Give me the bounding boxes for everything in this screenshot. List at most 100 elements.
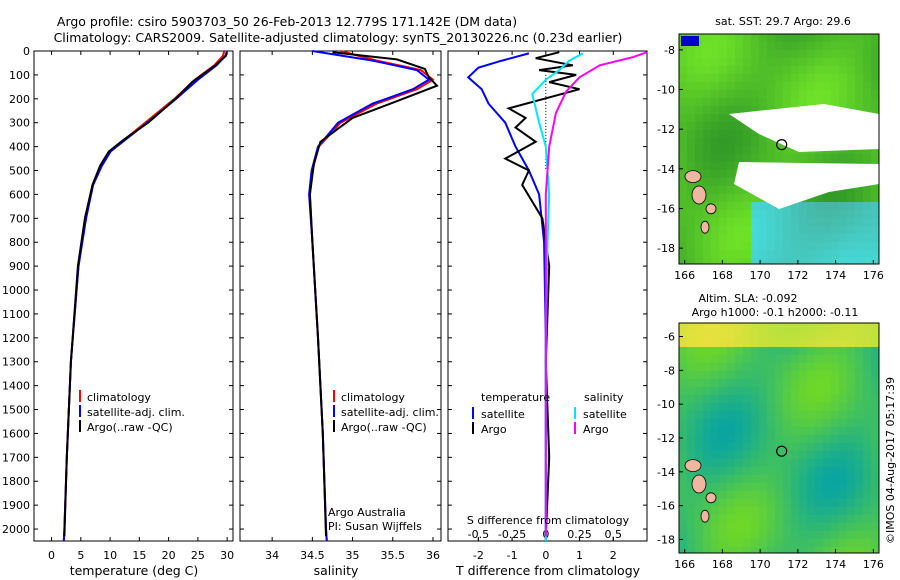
x-tick-label: 35 xyxy=(346,549,360,562)
series-line-temperature-argo xyxy=(503,51,580,537)
island xyxy=(700,509,710,523)
map-x-tick-label: 176 xyxy=(863,558,884,571)
legend-label: Argo(..raw -QC) xyxy=(87,421,173,434)
map-x-tick-label: 174 xyxy=(825,558,846,571)
map-x-tick-label: 166 xyxy=(674,269,695,282)
no-data-region xyxy=(734,162,879,209)
x2-tick-label: 0.25 xyxy=(567,528,592,541)
y-tick-label: 700 xyxy=(9,212,30,225)
y-tick-label: 1100 xyxy=(2,308,30,321)
x-tick-label: 0 xyxy=(542,549,549,562)
map-x-tick-label: 166 xyxy=(674,558,695,571)
y-tick-label: 1500 xyxy=(2,404,30,417)
header-line-1: Argo profile: csiro 5903703_50 26-Feb-20… xyxy=(57,14,517,29)
map-x-tick-label: 170 xyxy=(750,558,771,571)
y-tick-label: 300 xyxy=(9,117,30,130)
x2-tick-label: 0.5 xyxy=(605,528,623,541)
legend-label: Argo(..raw -QC) xyxy=(341,421,427,434)
y-tick-label: 1400 xyxy=(2,380,30,393)
map-y-tick-label: -18 xyxy=(657,533,675,546)
series-line-satellite-adj-clim- xyxy=(308,50,431,542)
map-x-tick-label: 172 xyxy=(787,269,808,282)
map-x-tick-label: 174 xyxy=(825,269,846,282)
y-tick-label: 1000 xyxy=(2,284,30,297)
x-tick-label: -1 xyxy=(507,549,518,562)
map-y-tick-label: -12 xyxy=(657,432,675,445)
argo-float-marker xyxy=(776,139,788,151)
sst-map-title: sat. SST: 29.7 Argo: 29.6 xyxy=(715,15,851,28)
map-x-tick-label: 168 xyxy=(712,269,733,282)
x2-tick-label: -0.5 xyxy=(468,528,489,541)
map-y-tick-label: -12 xyxy=(657,123,675,136)
island xyxy=(705,492,717,504)
series-line-temperature-satellite xyxy=(466,52,547,541)
legend-label: satellite-adj. clim. xyxy=(87,406,185,419)
x2-tick-label: -0.25 xyxy=(498,528,526,541)
argo-float-marker xyxy=(776,445,788,457)
x-tick-label: 5 xyxy=(77,549,84,562)
sla-map-title-2: Argo h1000: -0.1 h2000: -0.11 xyxy=(692,306,859,319)
x-tick-label: 1 xyxy=(576,549,583,562)
island xyxy=(700,220,710,234)
y-tick-label: 100 xyxy=(9,69,30,82)
legend-title-temperature: temperature xyxy=(481,391,550,404)
temperature-panel: 0100200300400500600700800900100011001200… xyxy=(2,45,234,562)
y-tick-label: 800 xyxy=(9,236,30,249)
map-field xyxy=(679,34,879,264)
y-tick-label: 1900 xyxy=(2,499,30,512)
legend-label: satellite xyxy=(583,408,627,421)
y-tick-label: 200 xyxy=(9,93,30,106)
x-tick-label: 25 xyxy=(191,549,205,562)
salinity-annotation-1: Argo Australia xyxy=(328,506,406,519)
plot-frame xyxy=(447,50,648,542)
map-x-tick-label: 170 xyxy=(750,269,771,282)
y-tick-label: 400 xyxy=(9,141,30,154)
map-x-tick-label: 172 xyxy=(787,558,808,571)
x-tick-label: 30 xyxy=(220,549,234,562)
map-y-tick-label: -10 xyxy=(657,398,675,411)
x-tick-label: 20 xyxy=(162,549,176,562)
x-tick-label: 34.5 xyxy=(300,549,325,562)
map-y-tick-label: -16 xyxy=(657,202,675,215)
series-line-argo-raw-qc- xyxy=(308,51,439,537)
map-frame xyxy=(678,33,880,265)
map-y-tick-label: -16 xyxy=(657,500,675,513)
x-tick-label: 34 xyxy=(265,549,279,562)
x-tick-label: 35.5 xyxy=(381,549,406,562)
legend-label: Argo xyxy=(481,423,507,436)
y-tick-label: 1700 xyxy=(2,451,30,464)
map-x-tick-label: 176 xyxy=(863,269,884,282)
temperature-xlabel: temperature (deg C) xyxy=(70,563,199,578)
salinity-annotation-2: PI: Susan Wijffels xyxy=(328,520,422,533)
y-tick-label: 2000 xyxy=(2,523,30,536)
sla-map-title-1: Altim. SLA: -0.092 xyxy=(698,292,797,305)
y-tick-label: 1200 xyxy=(2,332,30,345)
y-tick-label: 1600 xyxy=(2,427,30,440)
map-y-tick-label: -10 xyxy=(657,84,675,97)
header-line-2: Climatology: CARS2009. Satellite-adjuste… xyxy=(54,30,623,45)
x-tick-label: 36 xyxy=(426,549,440,562)
y-tick-label: 1300 xyxy=(2,356,30,369)
plot-frame xyxy=(239,50,442,542)
island xyxy=(684,170,702,184)
salinity-xlabel: salinity xyxy=(314,563,359,578)
y-tick-label: 600 xyxy=(9,188,30,201)
island xyxy=(684,459,702,473)
legend-label: Argo xyxy=(583,423,609,436)
map-x-tick-label: 168 xyxy=(712,558,733,571)
island xyxy=(691,185,707,205)
difference-xlabel: T difference from climatology xyxy=(455,563,641,578)
legend-label: satellite-adj. clim. xyxy=(341,406,439,419)
legend-title-salinity: salinity xyxy=(584,391,624,404)
x-tick-label: 15 xyxy=(132,549,146,562)
map-y-tick-label: -14 xyxy=(657,163,675,176)
x-tick-label: 10 xyxy=(103,549,117,562)
y-tick-label: 1800 xyxy=(2,475,30,488)
y-tick-label: 0 xyxy=(23,45,30,58)
x-tick-label: -2 xyxy=(473,549,484,562)
sst-map: 166 168 170 172 174 176 -8 -10 -12 -14 -16 -18 xyxy=(657,33,884,282)
legend-label: climatology xyxy=(87,391,151,404)
series-line-salinity-satellite xyxy=(531,52,584,541)
